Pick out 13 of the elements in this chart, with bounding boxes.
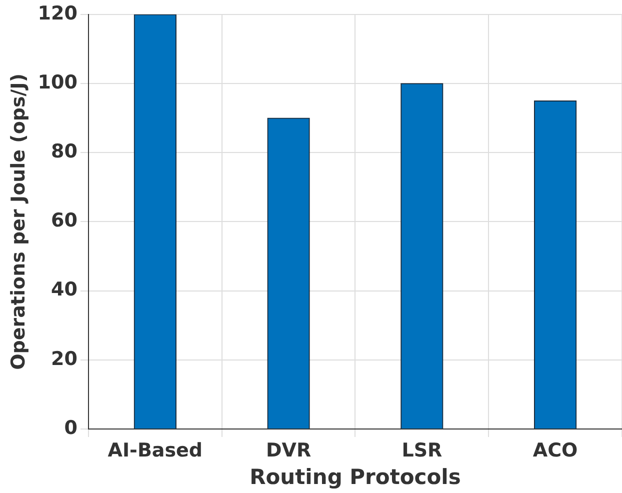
y-tick-label: 0: [64, 416, 78, 439]
y-tick-label: 60: [51, 210, 78, 232]
y-tick-label: 20: [51, 348, 78, 370]
x-tick-label: ACO: [532, 439, 578, 462]
x-axis-title: Routing Protocols: [250, 464, 461, 489]
y-tick-label: 80: [51, 140, 78, 163]
y-axis-title: Operations per Joule (ops/J): [7, 73, 30, 370]
x-tick-label: LSR: [402, 439, 443, 462]
y-tick-label: 40: [51, 278, 78, 301]
y-tick-label: 120: [38, 2, 78, 24]
y-tick-label: 100: [38, 71, 78, 94]
x-tick-label: AI-Based: [108, 439, 203, 462]
x-tick-label: DVR: [266, 439, 312, 462]
